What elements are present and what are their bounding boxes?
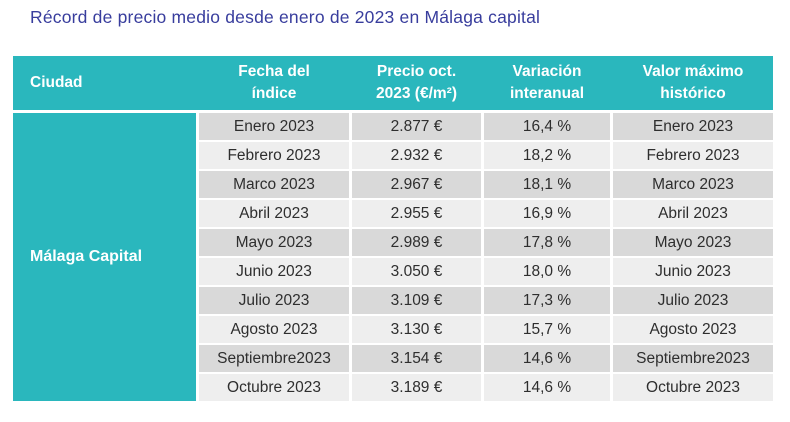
cell-fecha: Junio 2023 xyxy=(199,258,349,285)
cell-precio: 3.109 € xyxy=(352,287,481,314)
table-rows: Enero 2023 2.877 € 16,4 % Enero 2023 Feb… xyxy=(199,113,773,401)
cell-valor: Agosto 2023 xyxy=(613,316,773,343)
cell-valor: Abril 2023 xyxy=(613,200,773,227)
cell-valor: Marco 2023 xyxy=(613,171,773,198)
cell-precio: 3.154 € xyxy=(352,345,481,372)
cell-precio: 2.989 € xyxy=(352,229,481,256)
table-body: Málaga Capital Enero 2023 2.877 € 16,4 %… xyxy=(13,113,773,401)
cell-variacion: 14,6 % xyxy=(484,345,610,372)
cell-valor: Septiembre2023 xyxy=(613,345,773,372)
cell-precio: 2.967 € xyxy=(352,171,481,198)
table-row: Junio 2023 3.050 € 18,0 % Junio 2023 xyxy=(199,258,773,285)
cell-fecha: Abril 2023 xyxy=(199,200,349,227)
cell-variacion: 17,3 % xyxy=(484,287,610,314)
cell-precio: 2.877 € xyxy=(352,113,481,140)
table-row: Febrero 2023 2.932 € 18,2 % Febrero 2023 xyxy=(199,142,773,169)
cell-fecha: Julio 2023 xyxy=(199,287,349,314)
cell-precio: 2.932 € xyxy=(352,142,481,169)
header-valor: Valor máximo histórico xyxy=(642,62,744,102)
cell-valor: Enero 2023 xyxy=(613,113,773,140)
table-header-row: Ciudad Fecha del índice Precio oct. 2023… xyxy=(13,56,773,110)
cell-fecha: Octubre 2023 xyxy=(199,374,349,401)
cell-fecha: Enero 2023 xyxy=(199,113,349,140)
price-table: Ciudad Fecha del índice Precio oct. 2023… xyxy=(13,56,773,401)
cell-fecha: Mayo 2023 xyxy=(199,229,349,256)
table-row: Julio 2023 3.109 € 17,3 % Julio 2023 xyxy=(199,287,773,314)
cell-valor: Junio 2023 xyxy=(613,258,773,285)
cell-valor: Mayo 2023 xyxy=(613,229,773,256)
header-variacion: Variación interanual xyxy=(509,62,585,102)
table-row: Abril 2023 2.955 € 16,9 % Abril 2023 xyxy=(199,200,773,227)
cell-variacion: 18,1 % xyxy=(484,171,610,198)
page-title: Récord de precio medio desde enero de 20… xyxy=(30,7,541,27)
table-row: Octubre 2023 3.189 € 14,6 % Octubre 2023 xyxy=(199,374,773,401)
cell-variacion: 16,9 % xyxy=(484,200,610,227)
table-row: Enero 2023 2.877 € 16,4 % Enero 2023 xyxy=(199,113,773,140)
cell-variacion: 18,2 % xyxy=(484,142,610,169)
cell-precio: 3.050 € xyxy=(352,258,481,285)
cell-fecha: Agosto 2023 xyxy=(199,316,349,343)
cell-fecha: Septiembre2023 xyxy=(199,345,349,372)
table-row: Mayo 2023 2.989 € 17,8 % Mayo 2023 xyxy=(199,229,773,256)
cell-precio: 3.189 € xyxy=(352,374,481,401)
cell-valor: Octubre 2023 xyxy=(613,374,773,401)
table-row: Agosto 2023 3.130 € 15,7 % Agosto 2023 xyxy=(199,316,773,343)
cell-precio: 3.130 € xyxy=(352,316,481,343)
table-row: Marco 2023 2.967 € 18,1 % Marco 2023 xyxy=(199,171,773,198)
cell-variacion: 17,8 % xyxy=(484,229,610,256)
cell-valor: Febrero 2023 xyxy=(613,142,773,169)
table-row: Septiembre2023 3.154 € 14,6 % Septiembre… xyxy=(199,345,773,372)
cell-precio: 2.955 € xyxy=(352,200,481,227)
header-ciudad: Ciudad xyxy=(30,73,83,91)
cell-fecha: Febrero 2023 xyxy=(199,142,349,169)
cell-variacion: 16,4 % xyxy=(484,113,610,140)
cell-fecha: Marco 2023 xyxy=(199,171,349,198)
ciudad-cell: Málaga Capital xyxy=(13,113,196,401)
header-fecha: Fecha del índice xyxy=(238,62,310,102)
header-precio: Precio oct. 2023 (€/m²) xyxy=(376,62,457,102)
cell-valor: Julio 2023 xyxy=(613,287,773,314)
cell-variacion: 18,0 % xyxy=(484,258,610,285)
cell-variacion: 15,7 % xyxy=(484,316,610,343)
cell-variacion: 14,6 % xyxy=(484,374,610,401)
